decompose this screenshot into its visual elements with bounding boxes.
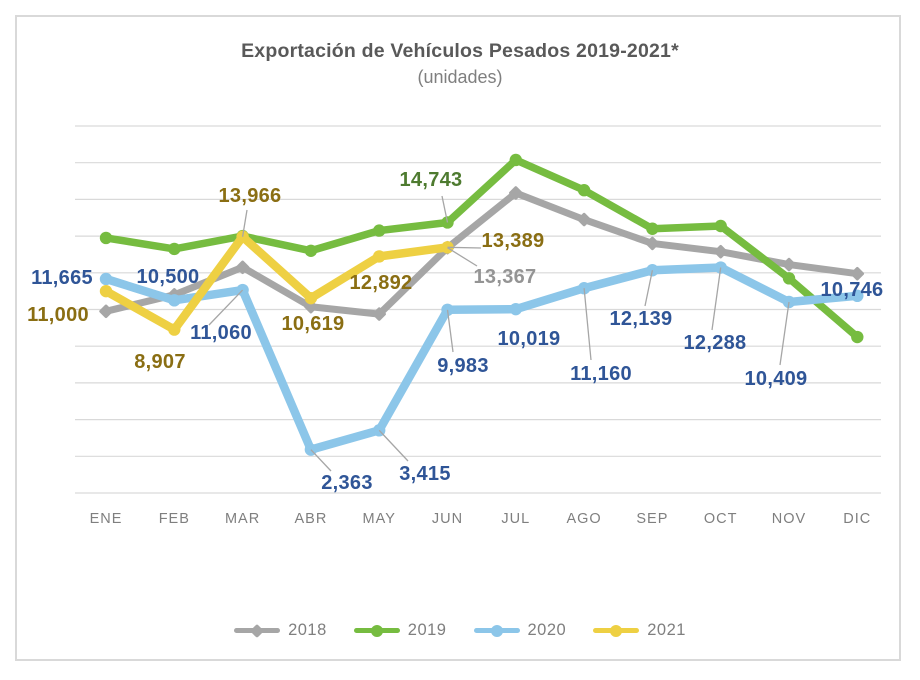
marker-2019 [851, 330, 864, 344]
label-leader-line [711, 267, 722, 331]
data-label-2021-MAR: 13,966 [219, 185, 282, 207]
series-line-2021 [101, 232, 452, 334]
data-label-2020-MAY: 3,415 [399, 463, 451, 485]
marker-2019 [782, 272, 796, 285]
marker-2018 [645, 236, 660, 251]
marker-2021 [373, 250, 386, 263]
legend-label: 2021 [647, 621, 686, 639]
data-label-2018-JUN: 13,367 [474, 266, 537, 288]
chart-title: Exportación de Vehículos Pesados 2019-20… [241, 40, 679, 62]
x-axis-label-ABR: ABR [294, 511, 327, 527]
x-axis-label-ENE: ENE [90, 511, 123, 527]
marker-2020 [509, 302, 522, 316]
x-axis-label-OCT: OCT [704, 511, 738, 527]
x-axis-label-JUL: JUL [501, 511, 530, 527]
legend-label: 2019 [407, 621, 447, 639]
series-line-2019 [102, 156, 862, 341]
label-leader-line [447, 247, 478, 267]
data-label-2020-SEP: 12,139 [610, 308, 673, 330]
marker-2019 [646, 222, 659, 235]
marker-2019 [714, 219, 727, 233]
marker-2018 [577, 212, 591, 227]
marker-2020 [99, 272, 113, 286]
chart-legend: 2018 2019 2020 2021 [0, 621, 920, 640]
data-label-2020-JUL: 10,019 [498, 328, 561, 350]
legend-item-2018: 2018 [234, 621, 327, 640]
marker-2018 [713, 244, 728, 259]
x-axis-label-NOV: NOV [772, 511, 806, 527]
marker-2019 [373, 224, 386, 237]
label-leader-line [583, 288, 592, 361]
marker-2018 [372, 307, 386, 321]
x-axis-label-SEP: SEP [636, 511, 668, 527]
x-axis-label-JUN: JUN [432, 511, 463, 527]
marker-2021 [99, 284, 113, 298]
data-label-2020-DIC: 10,746 [821, 279, 884, 301]
label-leader-line [208, 289, 244, 326]
label-leader-line [447, 246, 482, 249]
data-label-2021-JUN: 13,389 [482, 230, 545, 252]
marker-2020 [782, 295, 796, 309]
marker-2020 [168, 294, 181, 307]
marker-2019 [304, 244, 318, 257]
data-label-2020-AGO: 11,160 [570, 363, 632, 385]
legend-swatch-icon [473, 624, 520, 637]
label-leader-line [446, 309, 454, 353]
data-label-2020-MAR: 11,060 [190, 322, 252, 344]
marker-2019 [168, 242, 181, 256]
data-label-2020-OCT: 12,288 [684, 332, 747, 354]
label-leader-line [378, 429, 409, 462]
label-leader-line [644, 270, 654, 307]
data-label-2021-ENE: 11,000 [27, 304, 89, 326]
x-axis-label-MAR: MAR [225, 511, 260, 527]
marker-2019 [509, 153, 522, 167]
data-label-2020-FEB: 10,500 [137, 266, 200, 288]
x-axis-label-DIC: DIC [843, 511, 871, 527]
marker-2021 [168, 323, 181, 336]
label-leader-line [441, 195, 449, 223]
series-line-2020 [101, 263, 862, 454]
chart-border-frame [15, 15, 901, 661]
series-line-2018 [102, 189, 861, 318]
legend-swatch-icon [353, 624, 400, 637]
marker-2018 [99, 304, 113, 319]
x-axis-label-AGO: AGO [566, 511, 601, 527]
data-label-2021-ABR: 10,619 [282, 313, 345, 335]
marker-2019 [577, 184, 591, 197]
legend-label: 2020 [527, 621, 567, 639]
marker-2018 [235, 260, 250, 275]
legend-item-2021: 2021 [593, 621, 686, 640]
chart-subtitle: (unidades) [417, 67, 503, 87]
marker-2021 [304, 291, 318, 305]
label-leader-line [241, 209, 248, 237]
data-label-2020-ABR: 2,363 [321, 472, 373, 494]
legend-swatch-icon [234, 623, 281, 638]
x-axis-label-MAY: MAY [363, 511, 396, 527]
marker-2018 [509, 186, 523, 200]
data-label-2020-ENE: 11,665 [31, 267, 93, 289]
label-leader-line [779, 301, 790, 366]
legend-swatch-icon [593, 624, 640, 637]
legend-label: 2018 [288, 621, 327, 639]
data-label-2021-MAY: 12,892 [350, 272, 413, 294]
x-axis-label-FEB: FEB [159, 511, 190, 527]
data-label-2019-JUN: 14,743 [400, 169, 463, 191]
marker-2018 [304, 300, 318, 314]
data-label-2020-JUN: 9,983 [437, 355, 489, 377]
legend-item-2019: 2019 [353, 621, 447, 640]
data-label-2020-NOV: 10,409 [745, 368, 808, 390]
marker-2020 [851, 289, 864, 303]
marker-2018 [782, 257, 796, 272]
marker-2018 [850, 266, 865, 281]
label-leader-line [310, 449, 332, 472]
marker-2019 [99, 231, 113, 245]
marker-2020 [646, 264, 659, 277]
legend-item-2020: 2020 [473, 621, 567, 640]
data-label-2021-FEB: 8,907 [134, 351, 186, 373]
